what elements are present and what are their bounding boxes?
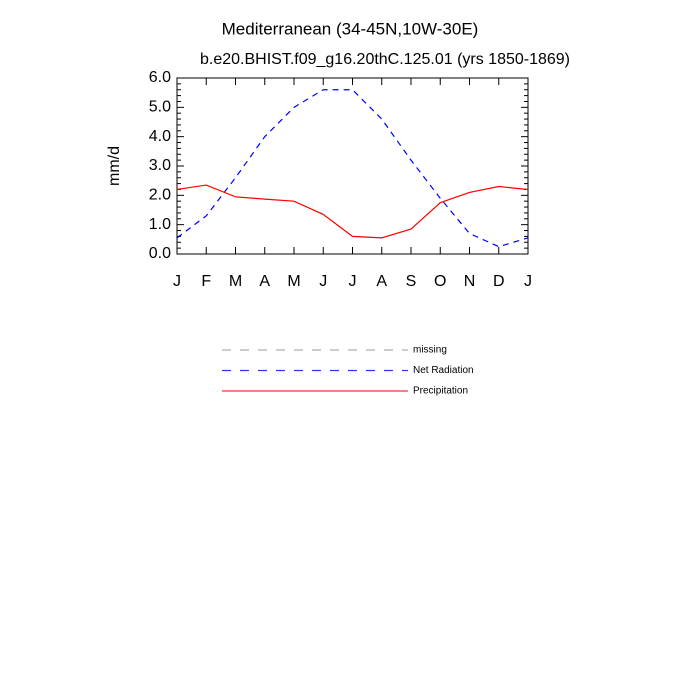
x-tick-label: M [287, 273, 300, 290]
y-axis-label: mm/d [106, 146, 123, 186]
x-tick-label: D [493, 273, 505, 290]
y-tick-label: 6.0 [149, 69, 171, 86]
x-tick-label: J [319, 273, 327, 290]
x-tick-label: J [173, 273, 181, 290]
y-tick-label: 1.0 [149, 216, 171, 233]
legend-label: Net Radiation [413, 365, 474, 376]
series-line [176, 184, 529, 239]
x-tick-label: S [406, 273, 417, 290]
chart-subtitle: b.e20.BHIST.f09_g16.20thC.125.01 (yrs 18… [200, 51, 570, 68]
x-tick-label: M [229, 273, 242, 290]
y-tick-label: 3.0 [149, 157, 171, 174]
y-tick-label: 2.0 [149, 187, 171, 204]
x-tick-label: A [259, 273, 270, 290]
x-tick-label: A [376, 273, 387, 290]
x-tick-label: N [464, 273, 476, 290]
y-tick-label: 4.0 [149, 128, 171, 145]
y-tick-label: 0.0 [149, 245, 171, 262]
chart-title: Mediterranean (34-45N,10W-30E) [222, 19, 479, 38]
plot-frame [176, 77, 529, 255]
x-tick-label: J [349, 273, 357, 290]
y-tick-label: 5.0 [149, 99, 171, 116]
x-tick-label: F [201, 273, 211, 290]
legend-label: missing [413, 345, 447, 356]
x-tick-label: J [524, 273, 532, 290]
x-tick-label: O [434, 273, 446, 290]
legend-label: Precipitation [413, 386, 468, 397]
